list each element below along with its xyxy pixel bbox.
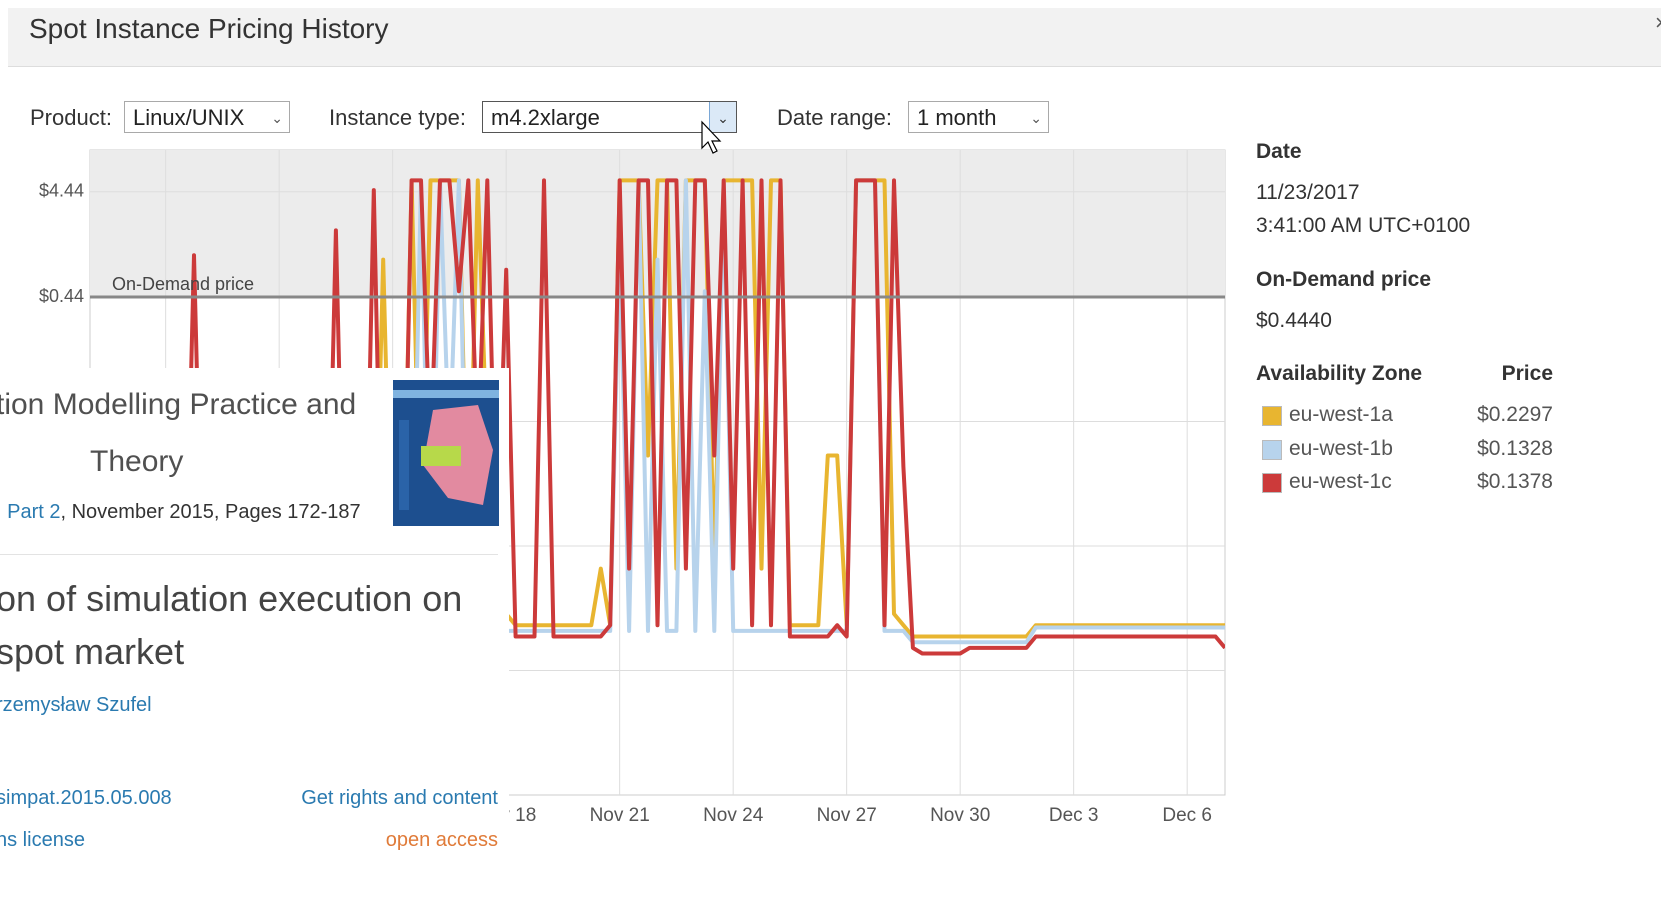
article-title: spot market [0,631,184,673]
x-tick-label: Dec 6 [1162,805,1212,826]
legend-label: eu-west-1b [1289,437,1393,461]
article-overlay: tion Modelling Practice and Theory , Par… [0,368,509,901]
open-access: open access [386,829,498,852]
cover-spine [399,420,409,510]
author-link[interactable]: rzemysław Szufel [0,694,152,717]
journal-cover[interactable] [393,380,499,526]
cover-shape [421,446,461,466]
on-demand-value: $0.4440 [1256,309,1332,333]
on-demand-label: On-Demand price [1256,268,1431,292]
y-tick-label: $4.44 [39,180,84,200]
y-tick-label: $0.44 [39,286,84,306]
license-link[interactable]: ns license [0,829,85,852]
rights-link[interactable]: Get rights and content [301,787,498,810]
date-label: Date [1256,140,1302,164]
journal-title[interactable]: Theory [90,445,183,479]
legend-swatch [1262,473,1282,493]
legend-label: eu-west-1c [1289,470,1392,494]
page: Spot Instance Pricing History × Product:… [0,0,1661,901]
annotation: On-Demand price [112,274,254,294]
x-tick-label: Dec 3 [1049,805,1099,826]
issue-link[interactable]: Part 2 [7,501,60,523]
zone-price: $0.2297 [1477,403,1553,427]
zone-price: $0.1378 [1477,470,1553,494]
mouse-cursor [702,122,720,153]
price-header: Price [1502,362,1553,386]
x-tick-label: Nov 24 [703,805,764,826]
x-tick-label: Nov 21 [590,805,650,826]
x-tick-label: Nov 30 [930,805,990,826]
legend-swatch [1262,440,1282,460]
cover-art [393,380,499,526]
issue-line: , Part 2, November 2015, Pages 172-187 [0,501,361,524]
x-tick-label: Nov 27 [817,805,877,826]
legend-label: eu-west-1a [1289,403,1393,427]
doi-link[interactable]: simpat.2015.05.008 [0,787,172,810]
article-title: on of simulation execution on [0,578,462,620]
zone-header: Availability Zone [1256,362,1422,386]
legend-swatch [1262,406,1282,426]
zone-price: $0.1328 [1477,437,1553,461]
separator [0,554,498,555]
time-value: 3:41:00 AM UTC+0100 [1256,214,1470,238]
journal-title[interactable]: tion Modelling Practice and [0,388,356,422]
issue-rest: , November 2015, Pages 172-187 [60,501,360,523]
date-value: 11/23/2017 [1256,181,1360,205]
